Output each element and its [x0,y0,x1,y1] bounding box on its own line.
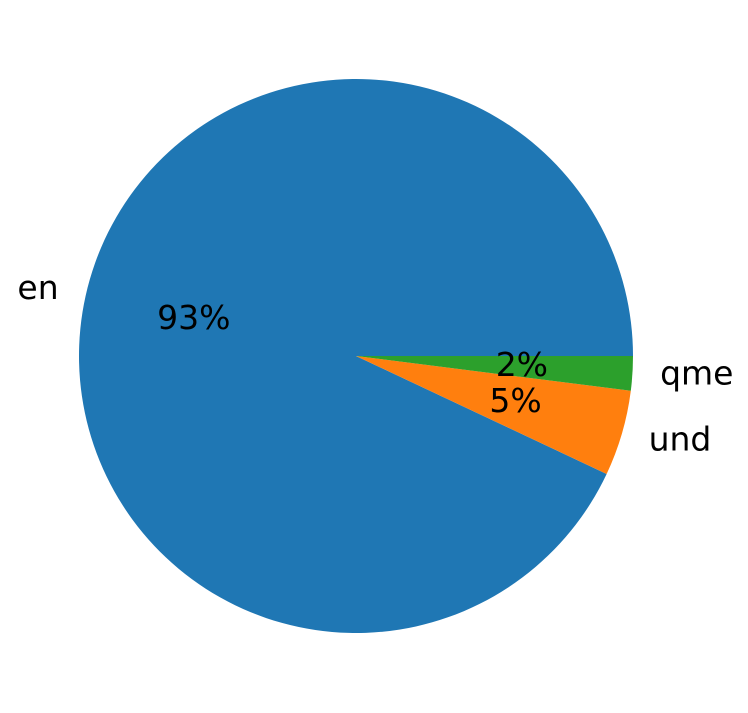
slice-label: qme [660,354,733,393]
slice-label: en [17,268,58,307]
value-label: 2% [496,345,548,384]
pie-slice [356,356,633,391]
value-label: 93% [157,298,230,337]
pie-slice [78,78,633,634]
slice-label: und [649,420,712,459]
pie-slice [356,356,631,474]
value-label: 5% [489,381,541,420]
